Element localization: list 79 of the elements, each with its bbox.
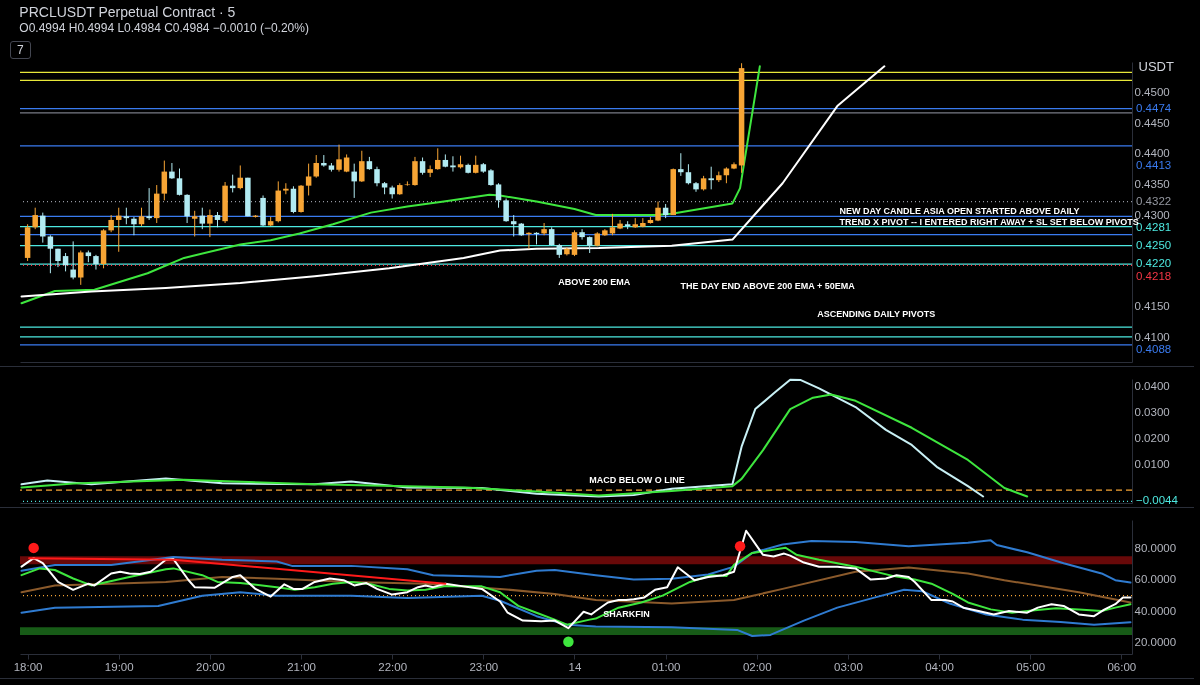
y-tick-label: 0.4100 [1134,331,1170,344]
candlestick [305,163,312,196]
x-tick-label: 03:00 [834,660,863,673]
x-tick-label: 05:00 [1016,660,1046,673]
candlestick [70,240,76,280]
candlestick [32,207,38,230]
candlestick [351,163,357,199]
y-tick-label: 0.0100 [1134,457,1170,470]
candlestick [207,209,213,238]
x-tick-label: 23:00 [469,660,499,673]
candlestick [548,226,555,247]
ref-line-label: 0.4088 [1136,343,1172,356]
candlestick [404,180,411,187]
candlestick [503,198,509,223]
ref-line-label: 0.4220 [1136,257,1172,270]
y-tick-label: 0.0300 [1134,405,1170,418]
candlestick [571,229,578,257]
annotation: ASCENDING DAILY PIVOTS [817,308,936,319]
candlestick [579,228,585,241]
candlestick [47,234,54,274]
y-tick-label: 0.4150 [1134,300,1170,313]
y-tick-label: 0.4450 [1134,116,1170,129]
candlestick [161,160,168,201]
x-tick-label: 22:00 [378,660,408,673]
annotation: MACD BELOW O LINE [589,474,685,485]
ref-line-label: 0.4322 [1136,194,1172,207]
chart-subtitle: O0.4994 H0.4994 L0.4984 C0.4984 −0.0010 (−0.20%) [19,21,309,35]
y-axis-title: USDT [1138,58,1174,74]
y-tick-label: 0.4350 [1134,177,1170,190]
candlestick [146,187,152,221]
y-tick-label: 0.4500 [1134,86,1170,99]
ref-line-label: 0.4218 [1136,269,1172,282]
candlestick [138,207,145,227]
candlestick [191,210,198,237]
x-tick-label: 18:00 [13,660,43,673]
candlestick [336,144,342,173]
y-tick-label: 40.0000 [1134,604,1177,617]
candlestick [93,254,99,271]
candlestick [40,212,46,244]
candlestick [685,163,692,185]
candlestick [359,150,365,183]
x-tick-label: 02:00 [742,660,772,673]
x-tick-label: 19:00 [104,660,134,673]
ref-line-label: −0.0044 [1136,494,1179,507]
x-tick-label: 01:00 [651,660,681,673]
y-tick-label: 0.0200 [1134,431,1170,444]
candlestick [678,152,684,177]
x-tick-label: 06:00 [1107,660,1137,673]
annotation: SHARKFIN [603,608,650,619]
x-tick-label: 14 [568,660,582,673]
annotation: ABOVE 200 EMA [558,277,631,287]
annotation: THE DAY END ABOVE 200 EMA + 50EMA [680,281,856,292]
candlestick [131,216,137,236]
candlestick [169,162,175,180]
candlestick [708,166,714,190]
y-tick-label: 20.0000 [1134,636,1177,649]
y-tick-label: 0.4400 [1134,147,1170,160]
candlestick [176,168,183,196]
candlestick [199,207,206,230]
candlestick [495,182,502,209]
text: 7 [10,41,31,59]
ref-line-label: 0.4474 [1136,101,1172,114]
candlestick [290,185,297,214]
x-tick-label: 04:00 [925,660,954,673]
y-tick-label: 60.0000 [1134,573,1177,586]
chart-title: PRCLUSDT Perpetual Contract · 5 [19,4,236,20]
y-tick-label: 0.0400 [1134,379,1170,392]
x-tick-label: 20:00 [196,660,225,673]
ref-line-label: 0.4413 [1136,159,1172,172]
candlestick [374,166,380,187]
candlestick [412,156,418,187]
candlestick [541,222,547,236]
ref-line-label: 0.4250 [1136,238,1172,251]
candlestick [184,193,190,224]
y-tick-label: 80.0000 [1134,541,1177,554]
candlestick [435,147,441,171]
candlestick [313,154,319,179]
candlestick [450,155,456,173]
x-tick-label: 21:00 [287,660,316,673]
